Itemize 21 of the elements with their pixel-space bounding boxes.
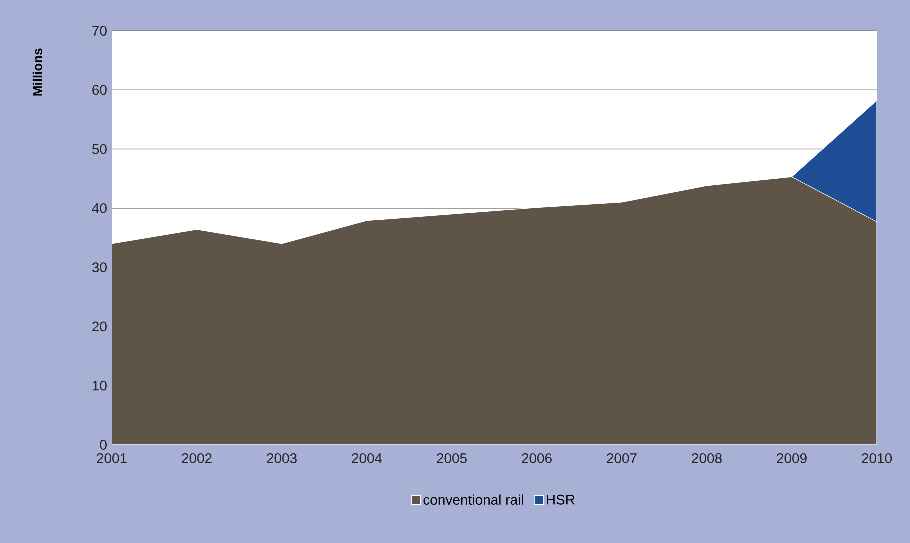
x-tick-label: 2010 — [862, 454, 892, 464]
x-tick-label: 2006 — [522, 454, 552, 464]
x-tick-label: 2002 — [182, 454, 212, 464]
y-tick-label: 50 — [92, 144, 107, 154]
x-tick-label: 2003 — [267, 454, 297, 464]
x-tick-label: 2008 — [692, 454, 722, 464]
y-tick-label: 60 — [92, 85, 107, 96]
legend-label: HSR — [547, 494, 575, 505]
x-tick-label: 2001 — [97, 454, 127, 464]
y-tick-label: 20 — [92, 322, 107, 332]
y-tick-label: 40 — [92, 203, 107, 214]
y-axis-title: Millions — [32, 48, 42, 96]
x-tick-label: 2009 — [777, 454, 807, 464]
y-tick-label: 0 — [100, 440, 107, 450]
x-tick-label: 2007 — [607, 454, 637, 464]
y-tick-label: 70 — [92, 26, 107, 36]
y-tick-label: 30 — [92, 262, 107, 273]
y-tick-label: 10 — [92, 380, 107, 391]
legend-label: conventional rail — [424, 494, 524, 506]
x-tick-label: 2004 — [352, 454, 382, 464]
x-tick-label: 2005 — [437, 454, 467, 464]
